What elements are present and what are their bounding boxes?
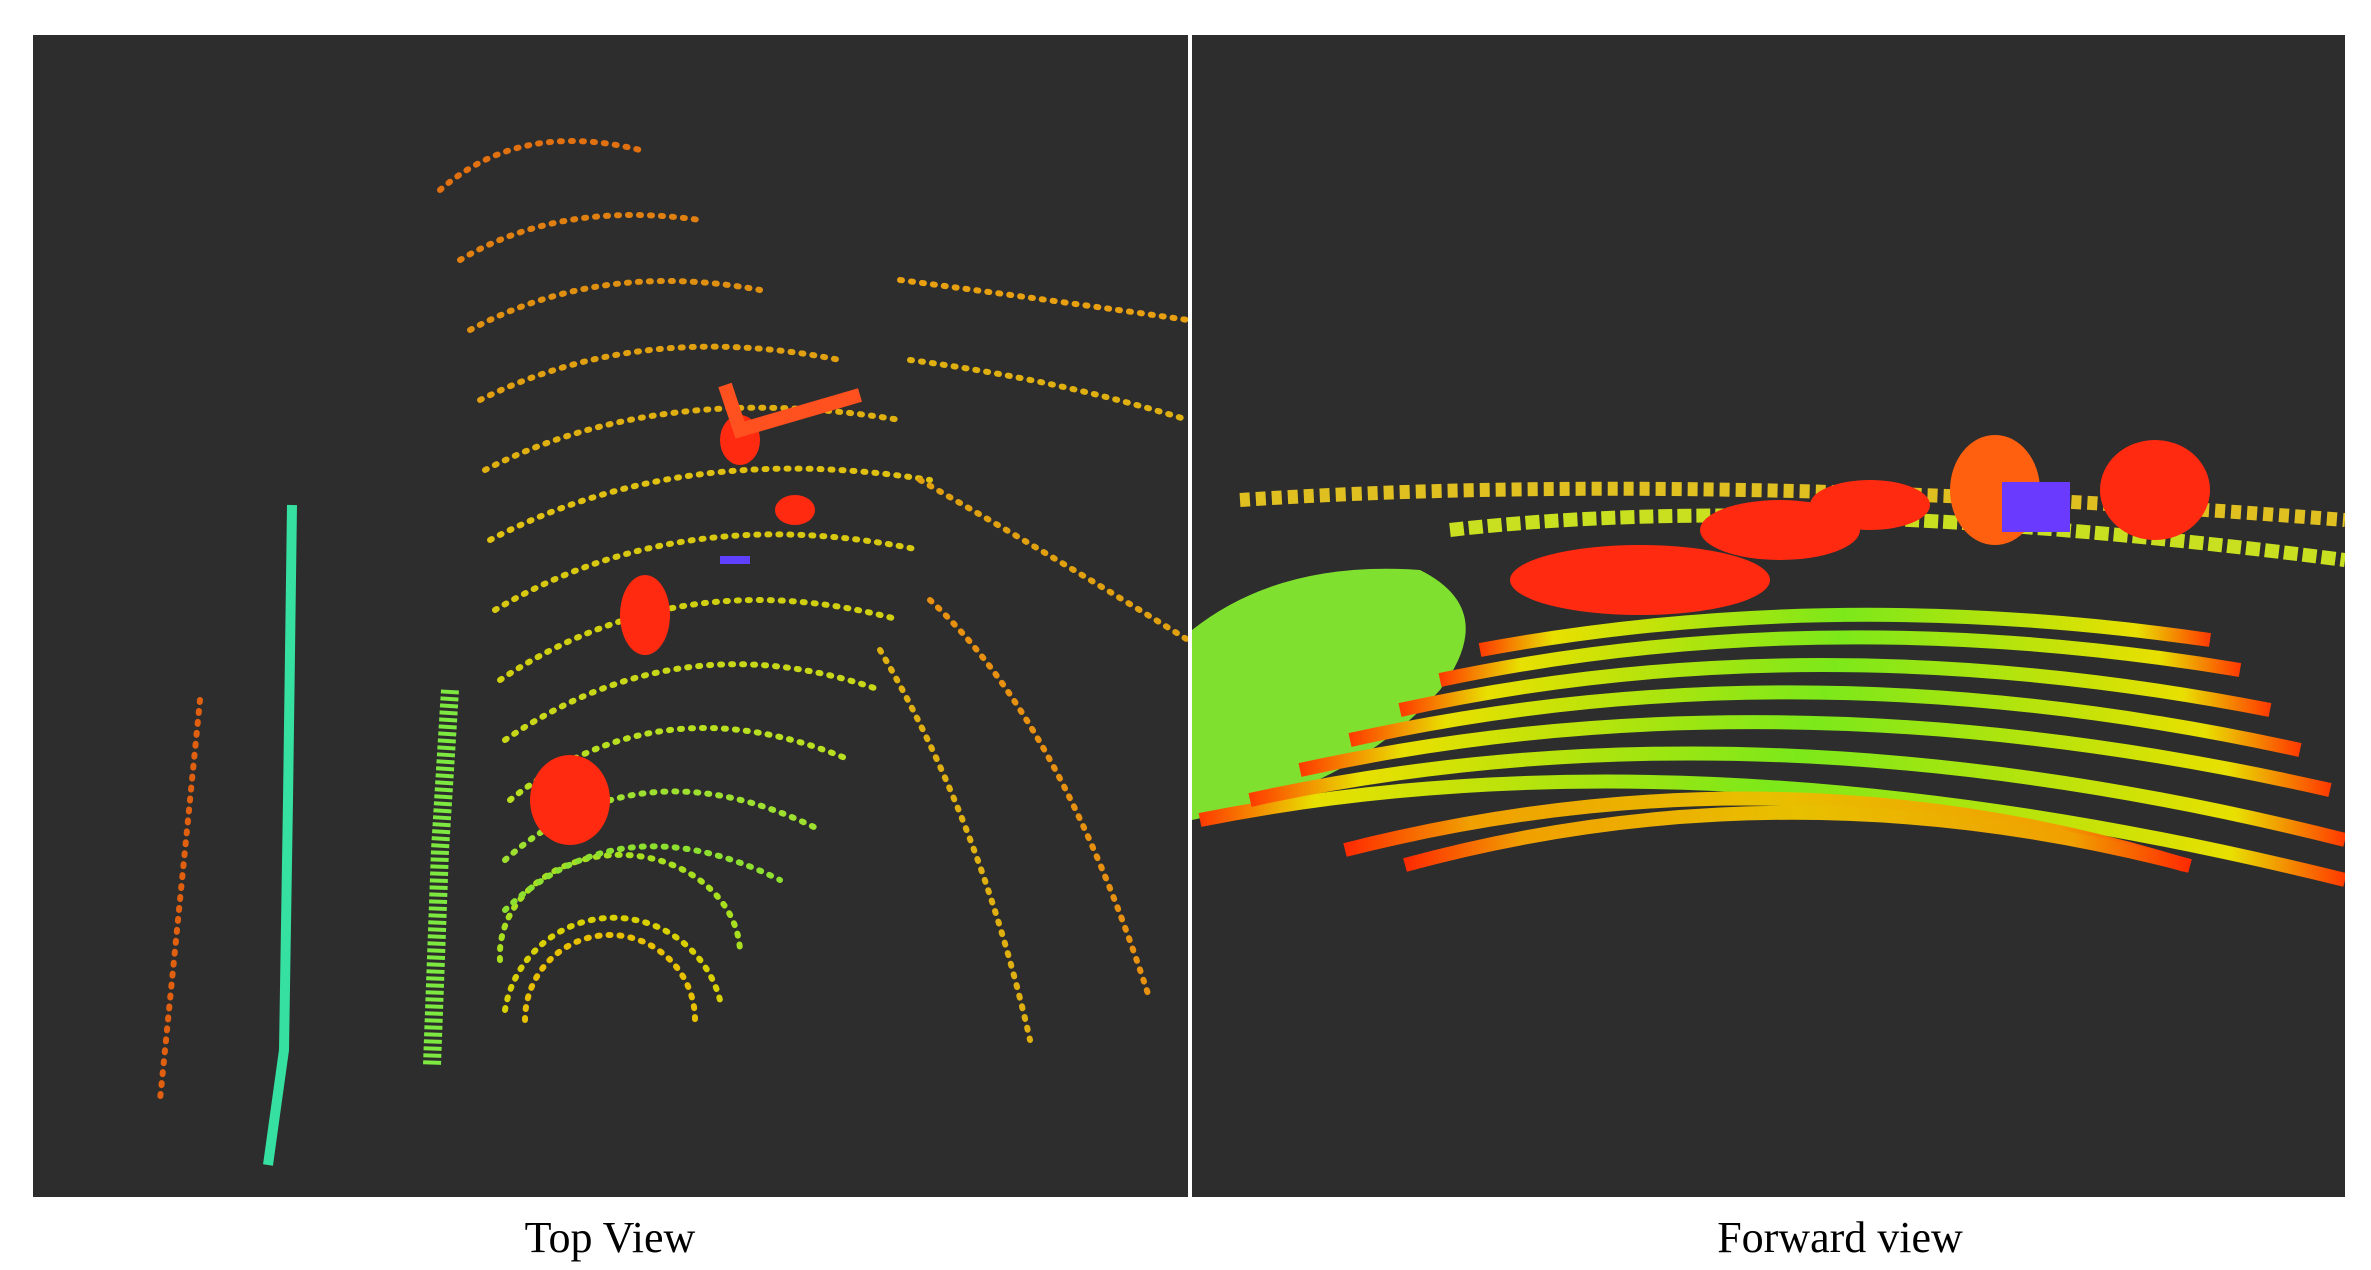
curb-streak bbox=[263, 504, 297, 1166]
scan-rings bbox=[157, 138, 1188, 1103]
divider bbox=[1188, 35, 1192, 1197]
near-ground-cloud bbox=[1192, 568, 1466, 820]
caption: Forward view bbox=[1717, 1213, 1963, 1262]
caption: Top View bbox=[525, 1213, 696, 1262]
object-clouds bbox=[1510, 435, 2210, 615]
wall-streak bbox=[423, 689, 459, 1066]
panel-background bbox=[33, 35, 1188, 1197]
obstacle-blobs bbox=[530, 382, 862, 845]
forward-view-panel bbox=[1192, 35, 2345, 1197]
top-view-panel bbox=[33, 35, 1188, 1197]
